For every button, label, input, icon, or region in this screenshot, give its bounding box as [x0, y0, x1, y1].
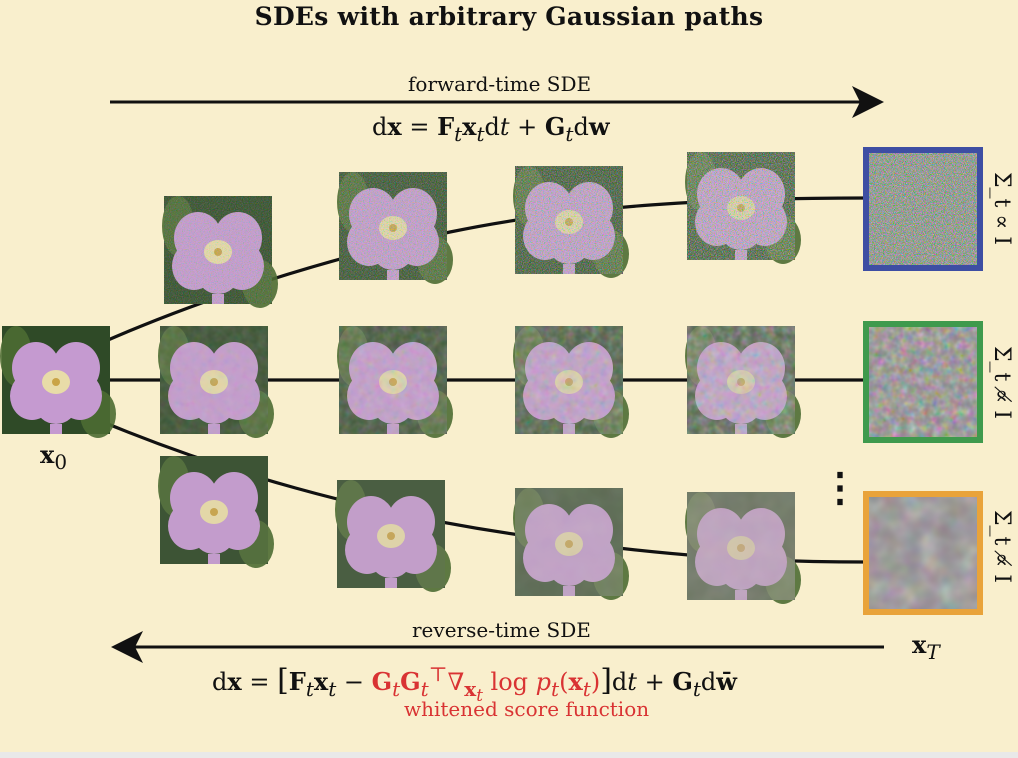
reverse-label: reverse-time SDE: [412, 618, 591, 642]
image-mid-4: [685, 326, 801, 438]
x0-label: x0: [40, 440, 68, 474]
image-top-1: [162, 196, 278, 308]
image-top-final: [866, 150, 980, 268]
image-bot-4: [685, 492, 801, 604]
frame-top-final: [863, 147, 983, 271]
image-mid-1: [158, 326, 274, 438]
image-bot-3: [513, 488, 629, 600]
relation-label-2: Σ_t ∝̸ I: [989, 346, 1014, 419]
image-top-3: [513, 166, 629, 278]
forward-arrow-head: [852, 86, 884, 118]
relation-label-1: Σ_t ∝ I: [989, 172, 1014, 245]
ellipsis-dots: ⋮: [820, 464, 860, 511]
frame-mid-final: [863, 321, 983, 443]
bottom-strip: [0, 752, 1018, 758]
forward-label: forward-time SDE: [408, 72, 592, 96]
forward-equation: dx = Ftxtdt + Gtdw: [372, 112, 610, 146]
image-mid-2: [337, 326, 453, 438]
frame-bot-final: [863, 491, 983, 615]
image-x0: [0, 326, 116, 438]
image-top-2: [337, 172, 453, 284]
image-mid-3: [513, 326, 629, 438]
image-top-4: [685, 152, 801, 264]
image-bot-final: [866, 494, 980, 612]
image-bot-2: [335, 480, 451, 592]
reverse-arrow-head: [111, 631, 143, 663]
diagram-title: SDEs with arbitrary Gaussian paths: [254, 2, 764, 31]
image-mid-final: [866, 324, 980, 440]
reverse-equation: dx = [Ftxt − GtGt⊤∇xt log pt(xt)]dt + Gt…: [212, 662, 737, 705]
relation-label-3: Σ_t ∝̸ I: [989, 510, 1014, 583]
image-bot-1: [158, 456, 274, 568]
whitened-score-note: whitened score function: [404, 697, 650, 721]
xT-label: xT: [912, 630, 940, 664]
